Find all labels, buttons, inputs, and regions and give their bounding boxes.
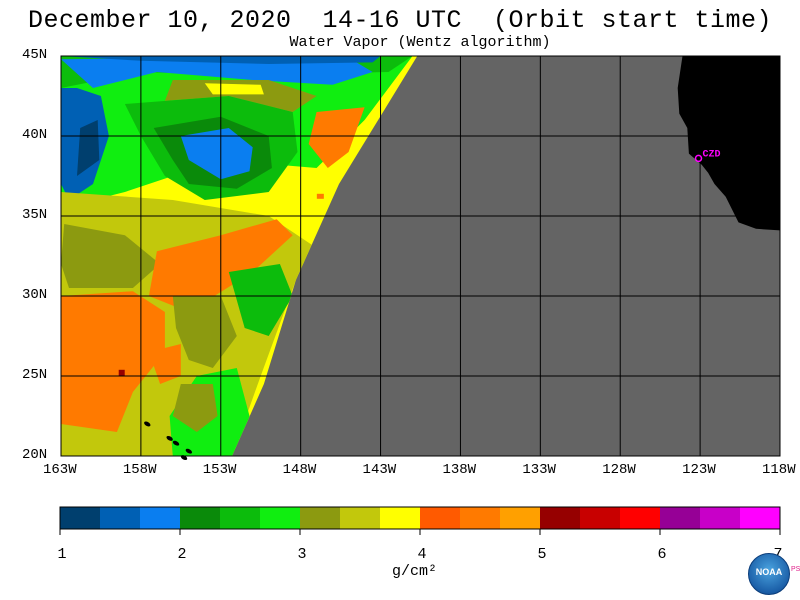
land-california [677, 56, 780, 231]
field-blue-top [61, 57, 373, 88]
noaa-logo-icon: NOAA [748, 553, 790, 595]
colorbar-tick-label: 2 [177, 546, 187, 563]
colorbar-swatch [220, 507, 261, 529]
colorbar-swatch [620, 507, 661, 529]
psl-logo-text: PSL [791, 566, 800, 573]
longitude-label: 138W [442, 462, 477, 478]
colorbar-swatch [60, 507, 101, 529]
longitude-label: 148W [282, 462, 317, 478]
field-dark-red-spot [118, 369, 125, 376]
colorbar-tick-label: 4 [417, 546, 427, 563]
longitude-label: 123W [682, 462, 716, 478]
latitude-label: 35N [22, 207, 48, 223]
latitude-label: 30N [22, 287, 48, 303]
colorbar-swatch [340, 507, 381, 529]
colorbar-swatch [300, 507, 341, 529]
colorbar-swatch [740, 507, 781, 529]
colorbar-unit: g/cm² [392, 563, 438, 580]
page-subtitle: Water Vapor (Wentz algorithm) [289, 34, 551, 51]
colorbar-tick-label: 3 [297, 546, 307, 563]
latitude-label: 25N [22, 367, 48, 383]
colorbar-swatch [660, 507, 701, 529]
colorbar-swatch [420, 507, 461, 529]
colorbar-swatch [460, 507, 501, 529]
island-1 [166, 435, 173, 441]
longitude-label: 143W [362, 462, 397, 478]
longitude-label: 163W [43, 462, 77, 478]
field-olive-arc [164, 80, 317, 112]
longitude-label: 128W [602, 462, 636, 478]
field-blue-core [180, 128, 253, 180]
field-dark-blue-west [77, 120, 100, 176]
island-2 [172, 440, 180, 446]
field-olive-south [172, 384, 218, 432]
field-orange-ne [308, 107, 365, 168]
colorbar-swatch [500, 507, 541, 529]
colorbar-swatch [100, 507, 141, 529]
page-title: December 10, 2020 14-16 UTC (Orbit start… [27, 6, 773, 35]
colorbar-swatch [540, 507, 581, 529]
field-olive-west [61, 224, 161, 288]
station-marker-icon [694, 154, 703, 163]
field-green-center [228, 264, 293, 336]
island-3 [185, 448, 193, 454]
colorbar-swatch [180, 507, 221, 529]
latitude-label: 45N [22, 47, 48, 63]
colorbar-swatch [140, 507, 181, 529]
longitude-label: 118W [762, 462, 796, 478]
colorbar-tick-label: 5 [537, 546, 547, 563]
colorbar-swatch [580, 507, 621, 529]
latitude-label: 20N [22, 447, 48, 463]
logo-text: NOAA [755, 567, 783, 577]
latitude-label: 40N [22, 127, 48, 143]
field-orange-spot [316, 193, 324, 199]
field-orange-patch [148, 344, 181, 384]
colorbar-swatch [260, 507, 301, 529]
longitude-label: 133W [522, 462, 556, 478]
station-label: CZD [703, 149, 721, 160]
colorbar-swatch [700, 507, 741, 529]
longitude-label: 153W [202, 462, 237, 478]
map-frame [60, 55, 781, 457]
colorbar-tick-label: 1 [57, 546, 67, 563]
field-orange-west [61, 291, 165, 432]
field-yellow-arc [204, 83, 264, 95]
colorbar-swatch [380, 507, 421, 529]
island-0 [144, 421, 151, 427]
longitude-label: 158W [122, 462, 157, 478]
colorbar-tick-label: 6 [657, 546, 667, 563]
